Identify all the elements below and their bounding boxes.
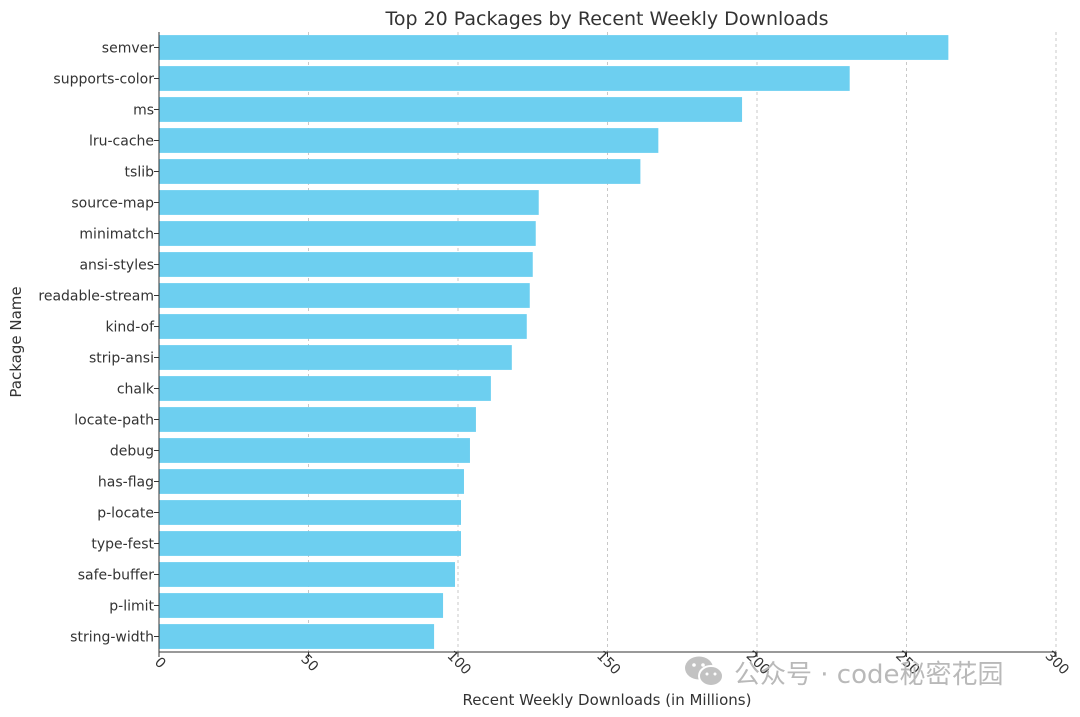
bar: [159, 376, 491, 401]
bar: [159, 190, 539, 215]
bars: [159, 35, 949, 649]
bar: [159, 66, 850, 91]
chart-title: Top 20 Packages by Recent Weekly Downloa…: [384, 8, 828, 30]
bar: [159, 469, 464, 494]
y-tick-label: tslib: [125, 165, 155, 181]
axes-frame: [154, 32, 1057, 657]
bar: [159, 438, 470, 463]
x-tick-label: 0: [151, 654, 169, 672]
bar: [159, 128, 659, 153]
wechat-icon: [685, 656, 724, 687]
y-tick-label: ansi-styles: [79, 258, 154, 274]
watermark-text: 公众号 · code秘密花园: [734, 659, 1004, 690]
y-tick-label: locate-path: [74, 413, 154, 429]
bar: [159, 593, 444, 618]
bar: [159, 252, 533, 277]
x-tick-label: 300: [1042, 648, 1072, 678]
y-tick-label: ms: [133, 103, 154, 119]
bar: [159, 283, 530, 308]
bar: [159, 314, 527, 339]
y-tick-label: debug: [110, 444, 154, 460]
y-tick-labels: semver supports-color ms lru-cache tslib sour…: [38, 41, 155, 646]
y-tick-label: semver: [102, 41, 154, 57]
watermark: 公众号 · code秘密花园: [684, 652, 1004, 692]
x-axis-label: Recent Weekly Downloads (in Millions): [463, 691, 752, 709]
bar: [159, 500, 461, 525]
y-tick-label: string-width: [70, 630, 154, 646]
y-tick-label: kind-of: [105, 320, 155, 336]
x-tick-label: 50: [297, 651, 321, 675]
y-tick-label: p-limit: [109, 599, 154, 615]
bar: [159, 624, 435, 649]
y-tick-label: safe-buffer: [78, 568, 154, 584]
y-tick-label: p-locate: [97, 506, 154, 522]
bar: [159, 159, 641, 184]
y-axis-label: Package Name: [7, 286, 25, 397]
x-tick-label: 150: [593, 648, 623, 678]
y-tick-label: type-fest: [91, 537, 154, 553]
bar: [159, 97, 743, 122]
x-tick-label: 100: [444, 648, 474, 678]
y-tick-label: supports-color: [53, 72, 154, 88]
y-tick-label: source-map: [71, 196, 154, 212]
bar: [159, 562, 456, 587]
y-tick-label: readable-stream: [38, 289, 154, 305]
bar: [159, 407, 476, 432]
bar: [159, 531, 461, 556]
bar: [159, 345, 512, 370]
y-tick-label: has-flag: [98, 475, 154, 491]
y-tick-label: minimatch: [79, 227, 154, 243]
y-tick-label: chalk: [117, 382, 155, 398]
bar: [159, 35, 949, 60]
y-tick-label: strip-ansi: [89, 351, 154, 367]
gridlines: [158, 32, 1057, 652]
y-tick-label: lru-cache: [89, 134, 154, 150]
bar: [159, 221, 536, 246]
